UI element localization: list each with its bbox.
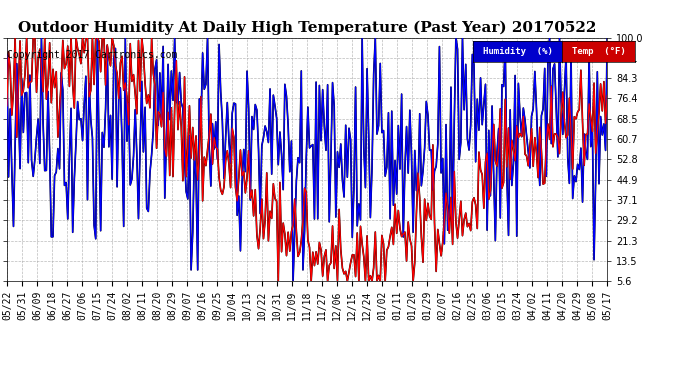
- Text: Humidity  (%): Humidity (%): [482, 47, 553, 56]
- Text: Copyright 2017 Cartronics.com: Copyright 2017 Cartronics.com: [7, 50, 177, 60]
- Text: Temp  (°F): Temp (°F): [572, 47, 625, 56]
- Title: Outdoor Humidity At Daily High Temperature (Past Year) 20170522: Outdoor Humidity At Daily High Temperatu…: [18, 21, 596, 35]
